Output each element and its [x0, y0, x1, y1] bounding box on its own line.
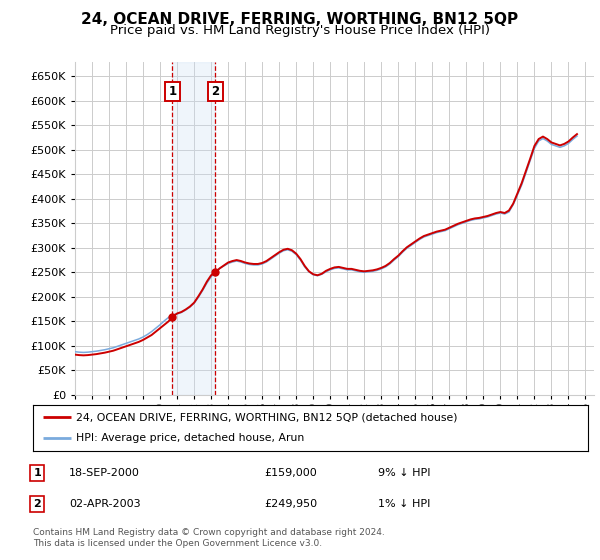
Text: 18-SEP-2000: 18-SEP-2000 — [69, 468, 140, 478]
Text: 02-APR-2003: 02-APR-2003 — [69, 499, 140, 509]
Text: 1: 1 — [168, 85, 176, 98]
Text: 2: 2 — [34, 499, 41, 509]
Text: Price paid vs. HM Land Registry's House Price Index (HPI): Price paid vs. HM Land Registry's House … — [110, 24, 490, 36]
Text: 24, OCEAN DRIVE, FERRING, WORTHING, BN12 5QP: 24, OCEAN DRIVE, FERRING, WORTHING, BN12… — [82, 12, 518, 27]
Text: 2: 2 — [211, 85, 220, 98]
Text: £159,000: £159,000 — [264, 468, 317, 478]
Text: HPI: Average price, detached house, Arun: HPI: Average price, detached house, Arun — [76, 433, 305, 444]
Bar — [172, 62, 215, 395]
Text: 1: 1 — [34, 468, 41, 478]
Text: 1% ↓ HPI: 1% ↓ HPI — [378, 499, 430, 509]
Text: £249,950: £249,950 — [264, 499, 317, 509]
Text: Contains HM Land Registry data © Crown copyright and database right 2024.
This d: Contains HM Land Registry data © Crown c… — [33, 528, 385, 548]
Text: 9% ↓ HPI: 9% ↓ HPI — [378, 468, 431, 478]
Text: 24, OCEAN DRIVE, FERRING, WORTHING, BN12 5QP (detached house): 24, OCEAN DRIVE, FERRING, WORTHING, BN12… — [76, 412, 458, 422]
